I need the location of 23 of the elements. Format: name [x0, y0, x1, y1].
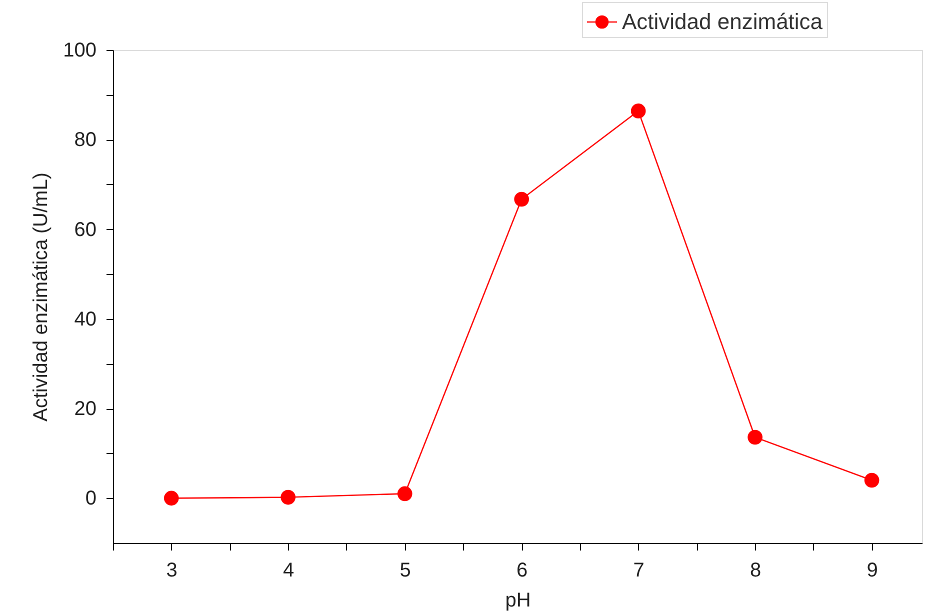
x-axis-title: pH: [505, 590, 531, 612]
y-tick-label: 100: [63, 40, 96, 62]
x-tick-label: 4: [283, 560, 294, 582]
legend-label: Actividad enzimática: [622, 9, 824, 34]
y-tick-label: 0: [85, 488, 96, 510]
point: [397, 486, 412, 502]
x-tick-label: 7: [633, 560, 644, 582]
y-axis-title: Actividad enzimática (U/mL): [30, 172, 52, 422]
x-tick-label: 5: [400, 560, 411, 582]
x-tick-label: 9: [866, 560, 878, 582]
point: [164, 490, 179, 506]
x-tick-label: 3: [166, 560, 178, 582]
x-tick-label: 6: [516, 560, 528, 582]
y-tick-label: 80: [74, 129, 96, 152]
point: [280, 490, 296, 505]
y-tick-label: 60: [74, 218, 96, 241]
point: [514, 192, 529, 207]
y-tick-label: 20: [74, 398, 96, 420]
point: [748, 430, 762, 445]
x-tick-label: 8: [750, 560, 762, 582]
point: [630, 104, 646, 118]
y-tick-label: 40: [74, 308, 96, 330]
point: [864, 472, 880, 488]
